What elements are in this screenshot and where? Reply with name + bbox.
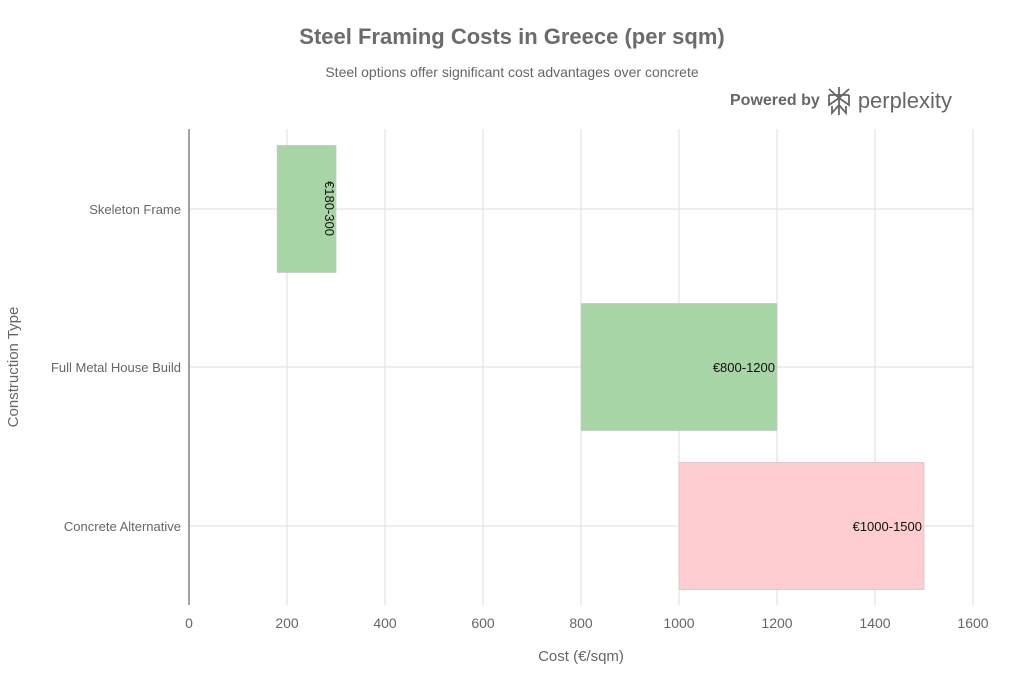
x-tick-label: 0 bbox=[185, 615, 193, 631]
chart-subtitle: Steel options offer significant cost adv… bbox=[325, 64, 699, 80]
x-tick-label: 600 bbox=[471, 615, 495, 631]
x-tick-label: 1200 bbox=[761, 615, 792, 631]
y-tick-label: Concrete Alternative bbox=[64, 519, 181, 534]
bar-concrete-alternative bbox=[678, 462, 925, 590]
y-tick-label: Skeleton Frame bbox=[89, 202, 181, 217]
bar-skeleton-frame bbox=[276, 145, 337, 273]
x-axis-title: Cost (€/sqm) bbox=[538, 648, 624, 665]
data-label: €1000-1500 bbox=[853, 519, 922, 534]
x-tick-label: 1000 bbox=[663, 615, 694, 631]
x-tick-label: 1400 bbox=[859, 615, 890, 631]
x-tick-label: 1600 bbox=[957, 615, 988, 631]
chart-title: Steel Framing Costs in Greece (per sqm) bbox=[299, 24, 725, 49]
data-label: €180-300 bbox=[322, 181, 337, 236]
x-tick-label: 800 bbox=[569, 615, 593, 631]
x-tick-label: 200 bbox=[275, 615, 299, 631]
perplexity-logo-icon bbox=[827, 87, 850, 116]
y-tick-label: Full Metal House Build bbox=[51, 360, 181, 375]
data-label: €800-1200 bbox=[713, 360, 775, 375]
perplexity-text: perplexity bbox=[857, 88, 952, 113]
powered-by-text: Powered by bbox=[730, 92, 820, 109]
branding: Powered by perplexity bbox=[730, 86, 952, 116]
bar-full-metal-house-build bbox=[580, 303, 778, 431]
x-tick-label: 400 bbox=[373, 615, 397, 631]
y-axis-title: Construction Type bbox=[5, 307, 22, 428]
